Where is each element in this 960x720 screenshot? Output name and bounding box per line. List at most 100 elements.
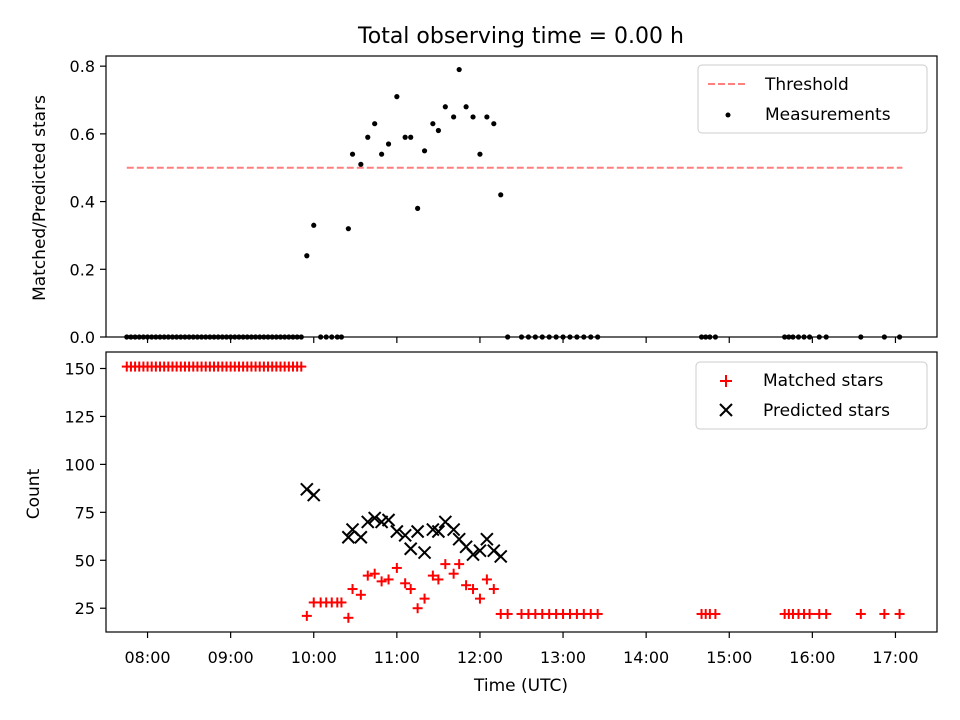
measurements-point-54 [372, 121, 378, 127]
x-tick-label-6: 14:00 [623, 648, 669, 667]
ratio-legend: Threshold Measurements [697, 64, 928, 134]
y-tick-label-0-1: 0.2 [70, 260, 95, 279]
matched-stars-point-53 [362, 570, 373, 581]
y-tick-label-1-2: 75 [75, 503, 95, 522]
measurements-point-55 [379, 151, 385, 157]
x-tick-label-9: 17:00 [872, 648, 918, 667]
count-marks [121, 361, 905, 623]
matched-stars-point-70 [481, 574, 492, 585]
measurements-point-58 [402, 134, 408, 140]
matched-stars-point-50 [343, 612, 354, 623]
measurements-point-44 [311, 222, 317, 228]
y-tick-label-0-4: 0.8 [70, 57, 95, 76]
x-tick-label-2: 10:00 [291, 648, 337, 667]
legend-predicted-label: Predicted stars [763, 401, 890, 421]
matched-stars-point-98 [855, 608, 866, 619]
matched-stars-point-60 [412, 603, 423, 614]
measurements-point-66 [456, 66, 462, 73]
ratio-y-ticks: 0.0 0.2 0.4 0.6 0.8 [70, 57, 106, 347]
y-tick-label-0-3: 0.6 [70, 125, 95, 144]
measurements-point-52 [358, 161, 364, 167]
legend-threshold-label: Threshold [764, 75, 849, 95]
matched-stars-point-89 [710, 608, 721, 619]
predicted-stars-point-22 [480, 532, 494, 546]
matched-stars-point-54 [369, 568, 380, 579]
measurements-point-63 [435, 127, 441, 134]
measurements-point-57 [394, 94, 400, 100]
predicted-stars-point-1 [307, 488, 321, 502]
matched-stars-point-61 [419, 593, 430, 604]
measurements-point-61 [421, 148, 428, 154]
matched-stars-point-57 [391, 562, 402, 573]
measurements-point-64 [442, 104, 448, 110]
matched-stars-point-64 [440, 559, 451, 570]
legend-predicted-swatch [719, 403, 733, 417]
predicted-stars-point-10 [398, 528, 412, 543]
measurements-point-43 [304, 253, 310, 259]
measurements-point-53 [365, 134, 371, 140]
matched-stars-point-99 [879, 608, 890, 619]
matched-stars-point-65 [448, 568, 459, 579]
ratio-panel: Total observing time = 0.00 h Matched/Pr… [30, 24, 938, 347]
matched-stars-point-71 [488, 584, 499, 595]
legend-matched-swatch [720, 375, 732, 387]
predicted-stars-point-20 [466, 547, 480, 562]
matched-stars-point-43 [301, 610, 312, 621]
chart-title: Total observing time = 0.00 h [357, 24, 684, 49]
measurements-point-56 [385, 141, 392, 147]
matched-stars-point-95 [804, 608, 815, 619]
measurements-point-51 [349, 151, 356, 157]
predicted-stars-point-8 [381, 513, 396, 527]
matched-stars-point-85 [592, 608, 603, 619]
count-legend: Matched stars Predicted stars [695, 361, 928, 430]
measurements-point-71 [491, 121, 497, 127]
predicted-stars-point-11 [403, 542, 418, 556]
measurements-point-62 [430, 121, 436, 127]
y-tick-label-1-1: 50 [75, 551, 95, 570]
x-tick-label-1: 09:00 [208, 648, 254, 667]
count-x-ticks: 08:00 09:00 10:00 11:00 12:00 13:00 14:00 15:00… [124, 632, 919, 667]
matched-stars-point-51 [347, 584, 358, 595]
matched-stars-point-69 [474, 593, 485, 604]
matched-stars-point-56 [383, 574, 394, 585]
predicted-stars-point-12 [410, 524, 425, 539]
predicted-stars-point-24 [494, 549, 508, 564]
time-x-axis-label: Time (UTC) [473, 676, 568, 696]
x-tick-label-3: 11:00 [374, 648, 420, 667]
y-tick-label-0-0: 0.0 [70, 328, 95, 347]
y-tick-label-1-4: 125 [64, 407, 95, 426]
y-tick-label-0-2: 0.4 [70, 193, 95, 212]
predicted-stars-point-5 [361, 515, 375, 529]
count-legend-box [695, 361, 928, 430]
y-tick-label-1-0: 25 [75, 599, 95, 618]
legend-measurements-label: Measurements [765, 105, 891, 125]
count-axes-frame [105, 351, 938, 633]
matched-stars-point-52 [355, 589, 366, 600]
predicted-stars-point-4 [354, 530, 368, 544]
matched-stars-point-59 [405, 584, 416, 595]
matched-stars-point-67 [461, 580, 472, 591]
predicted-stars-point-2 [341, 530, 356, 544]
matched-stars-point-49 [336, 597, 347, 608]
matched-stars-point-66 [454, 559, 465, 570]
count-y-ticks: 25 50 75 100 125 150 [64, 359, 106, 618]
predicted-stars-point-17 [446, 522, 461, 537]
matched-stars-point-62 [427, 570, 438, 581]
matched-stars-point-68 [468, 584, 479, 595]
measurements-point-69 [477, 151, 483, 157]
y-tick-label-1-5: 150 [64, 359, 95, 378]
predicted-stars-point-13 [417, 545, 432, 560]
matched-stars-point-97 [821, 608, 832, 619]
count-y-axis-label: Count [24, 468, 44, 519]
ratio-y-axis-label: Matched/Predicted stars [30, 95, 50, 301]
count-panel: Count Time (UTC) 25 50 75 100 125 150 08:00 09… [24, 351, 938, 696]
x-tick-label-4: 12:00 [457, 648, 503, 667]
measurements-point-65 [451, 114, 457, 120]
ratio-marks [124, 66, 903, 340]
ratio-legend-box [697, 64, 928, 134]
matched-stars-point-55 [376, 576, 387, 587]
measurements-point-50 [345, 226, 351, 232]
matched-stars-point-63 [433, 574, 444, 585]
x-tick-label-7: 15:00 [706, 648, 752, 667]
